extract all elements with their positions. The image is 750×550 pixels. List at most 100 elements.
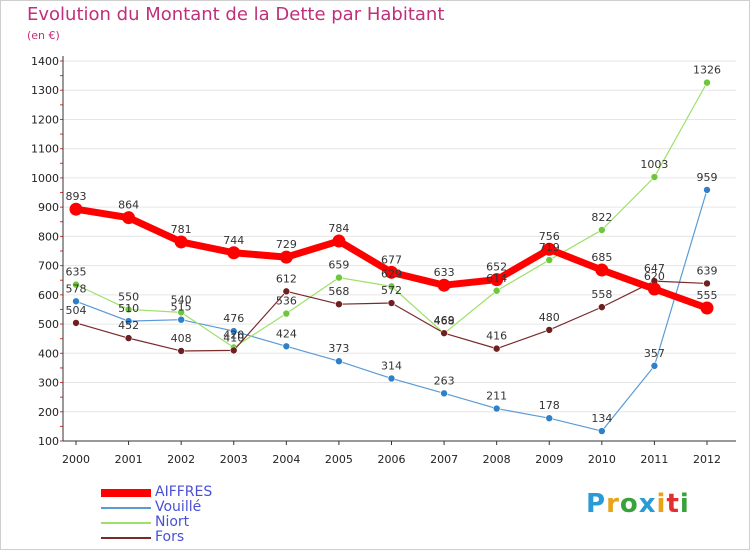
brand-letter: i [656,489,667,519]
y-tick-label: 600 [38,289,59,302]
x-tick-label: 2004 [272,453,300,466]
x-tick-label: 2008 [483,453,511,466]
x-tick-label: 2012 [693,453,721,466]
data-point-vouille [545,414,554,423]
data-point-fors [598,303,606,311]
brand-letter: P [586,489,607,519]
data-point-fors [229,346,238,355]
data-label-niort: 1003 [640,158,668,171]
data-label-fors: 408 [171,332,192,345]
legend-item-fors: Fors [101,530,212,545]
data-label-niort: 635 [66,266,87,279]
data-label-niort: 614 [486,272,507,285]
y-tick-label: 300 [38,377,59,390]
x-tick-label: 2006 [378,453,406,466]
data-label-fors: 504 [66,304,87,317]
y-tick-label: 1300 [31,84,59,97]
data-label-fors: 639 [697,264,718,277]
data-point-aiffres [174,235,188,249]
data-label-vouille: 515 [171,301,192,314]
data-point-vouille [703,186,711,194]
data-point-fors [282,287,291,296]
data-label-aiffres: 729 [276,238,297,251]
data-point-niort [177,308,185,317]
data-point-niort [545,256,554,264]
data-label-aiffres: 620 [644,270,665,283]
data-point-aiffres [227,246,241,260]
data-label-niort: 540 [171,293,192,306]
data-label-niort: 629 [381,267,402,280]
y-tick-label: 1100 [31,143,59,156]
data-point-vouille [177,315,185,324]
data-point-vouille [387,374,396,383]
data-label-fors: 647 [644,262,665,275]
x-tick-label: 2005 [325,453,353,466]
data-point-fors [177,347,185,355]
y-tick-label: 800 [38,230,59,243]
data-label-niort: 659 [328,259,349,272]
data-point-fors [545,326,554,334]
y-tick-label: 500 [38,318,59,331]
legend-label: Vouillé [155,499,202,515]
chart-unit-label: (en €) [27,29,60,42]
data-label-vouille: 476 [223,312,244,325]
legend-label: Fors [155,529,185,545]
data-label-fors: 558 [591,288,612,301]
legend-swatch [101,506,151,509]
data-label-niort: 468 [434,314,455,327]
y-tick-label: 700 [38,260,59,273]
data-point-aiffres [647,282,661,296]
data-label-niort: 536 [276,295,297,308]
data-point-niort [335,273,343,282]
data-point-fors [335,300,343,309]
data-label-vouille: 357 [644,347,665,360]
brand-letter: r [606,489,620,519]
data-point-vouille [229,327,238,335]
x-tick-label: 2002 [167,453,195,466]
legend-label: AIFFRES [155,484,213,500]
legend-item-niort: Niort [101,515,212,530]
data-point-aiffres [542,242,556,256]
x-tick-label: 2001 [115,453,143,466]
data-point-aiffres [595,263,609,277]
x-tick-label: 2007 [430,453,458,466]
legend-swatch [101,488,151,497]
data-point-niort [650,173,659,181]
data-label-niort: 822 [591,211,612,224]
brand-logo: Proxiti [586,489,690,519]
data-label-niort: 420 [223,328,244,341]
data-point-fors [492,344,501,353]
data-point-niort [703,78,711,87]
data-label-aiffres: 784 [328,222,349,235]
brand-letter: o [619,489,639,519]
data-point-fors [440,329,448,337]
y-tick-label: 900 [38,201,59,214]
data-label-fors: 480 [539,311,560,324]
chart-legend: AIFFRES Vouillé Niort Fors [101,485,212,545]
x-tick-label: 2000 [62,453,90,466]
data-label-aiffres: 756 [539,230,560,243]
data-point-aiffres [385,265,398,279]
x-tick-label: 2009 [535,453,563,466]
brand-letter: i [679,489,690,519]
data-label-aiffres: 555 [697,289,718,302]
y-tick-label: 1000 [31,172,59,185]
data-label-vouille: 134 [591,412,612,425]
data-label-vouille: 178 [539,399,560,412]
data-point-vouille [440,389,448,398]
data-point-vouille [72,297,80,306]
brand-letter: t [666,489,680,519]
brand-letter: x [638,489,657,519]
data-label-vouille: 373 [328,342,349,355]
data-point-aiffres [122,211,136,225]
data-label-vouille: 211 [486,390,507,403]
data-point-aiffres [69,202,83,216]
data-point-vouille [335,357,343,366]
data-point-vouille [124,317,133,325]
data-point-niort [72,280,80,289]
data-point-aiffres [332,234,346,248]
data-label-fors: 410 [223,331,244,344]
data-label-vouille: 424 [276,327,297,340]
data-point-aiffres [437,278,451,292]
